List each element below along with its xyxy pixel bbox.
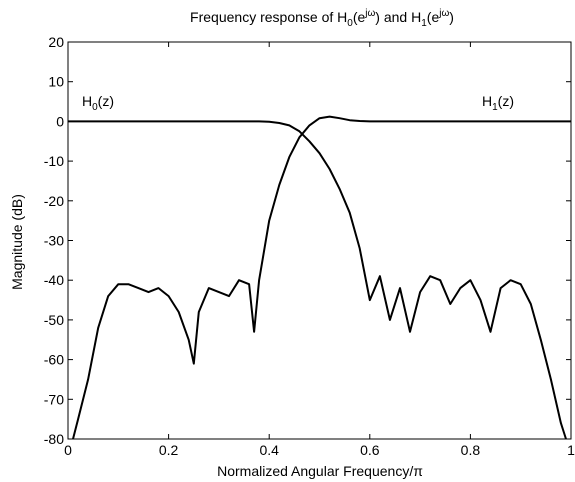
chart-title: Frequency response of H0(ejω) and H1(ejω… (190, 8, 454, 29)
x-tick-label: 1 (567, 442, 575, 458)
y-tick-label: -30 (44, 233, 64, 249)
annotation-h0: H0(z) (82, 93, 114, 113)
x-tick-label: 0.8 (461, 442, 481, 458)
y-tick-label: -70 (44, 391, 64, 407)
y-tick-label: -10 (44, 153, 64, 169)
x-axis-label: Normalized Angular Frequency/π (217, 463, 423, 479)
x-tick-label: 0.6 (360, 442, 380, 458)
x-tick-label: 0.2 (159, 442, 179, 458)
y-tick-label: -80 (44, 431, 64, 447)
x-tick-label: 0.4 (259, 442, 279, 458)
series-line-h1 (72, 115, 571, 440)
y-tick-label: -60 (44, 352, 64, 368)
axis-ticks: 0 0.2 0.4 0.6 0.8 1 20 10 0 -10 -20 -30 -40 -50 -60 -70… (44, 34, 575, 458)
x-tick-label: 0 (64, 442, 72, 458)
series-line-h0 (68, 120, 567, 440)
y-tick-label: 0 (56, 113, 64, 129)
y-tick-label: -40 (44, 272, 64, 288)
y-tick-label: -20 (44, 193, 64, 209)
y-axis-label: Magnitude (dB) (9, 194, 25, 290)
annotation-h1: H1(z) (482, 93, 514, 113)
y-tick-label: 10 (48, 74, 64, 90)
y-tick-label: 20 (48, 34, 64, 50)
data-series (68, 115, 571, 440)
y-tick-label: -50 (44, 312, 64, 328)
